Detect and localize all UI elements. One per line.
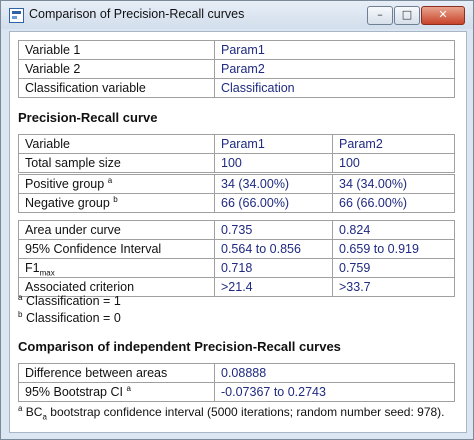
cell-value: 34 (34.00%) [214, 174, 333, 194]
cell-value: 66 (66.00%) [214, 193, 333, 213]
table-row: 95% Confidence Interval 0.564 to 0.856 0… [18, 239, 455, 259]
table-row: Positive group a 34 (34.00%) 34 (34.00%) [18, 174, 455, 194]
footnote-mark: a [18, 292, 23, 302]
window-title: Comparison of Precision-Recall curves [29, 7, 245, 21]
cell-value: 66 (66.00%) [332, 193, 455, 213]
row-label: 95% Confidence Interval [18, 239, 215, 259]
row-label: Positive group a [18, 174, 215, 194]
column-header: Variable [18, 134, 215, 154]
row-label: Difference between areas [18, 363, 215, 383]
table-row: Variable 1 Param1 [18, 40, 455, 60]
column-header: Param2 [332, 134, 455, 154]
footnote-text: Classification = 1 [25, 294, 121, 308]
table-row: 95% Bootstrap CI a -0.07367 to 0.2743 [18, 382, 455, 402]
row-value: Param2 [214, 59, 455, 79]
cell-value: >21.4 [214, 277, 333, 297]
report-panel[interactable]: Variable 1 Param1 Variable 2 Param2 Clas… [9, 31, 467, 433]
close-button[interactable]: ✕ [421, 6, 465, 25]
cell-value: 34 (34.00%) [332, 174, 455, 194]
minimize-button[interactable]: – [367, 6, 393, 25]
row-label: Negative group b [18, 193, 215, 213]
footnote-mark: a [18, 404, 23, 413]
maximize-icon: □ [401, 8, 413, 21]
section-heading: Comparison of independent Precision-Reca… [18, 339, 341, 354]
table-row: Associated criterion >21.4 >33.7 [18, 277, 455, 297]
close-icon: ✕ [438, 8, 448, 21]
title-bar[interactable]: Comparison of Precision-Recall curves – … [1, 1, 473, 29]
footnote: b Classification = 0 [18, 309, 121, 325]
footnote: a Classification = 1 [18, 292, 121, 308]
table-row: Negative group b 66 (66.00%) 66 (66.00%) [18, 193, 455, 213]
cell-value: 0.735 [214, 220, 333, 240]
label-text: Negative group [25, 196, 110, 210]
cell-value: 100 [214, 153, 333, 173]
table-row: F1max 0.718 0.759 [18, 258, 455, 278]
row-label: Classification variable [18, 78, 215, 98]
label-text: F1 [25, 261, 40, 275]
cell-value: 0.759 [332, 258, 455, 278]
footnote-mark: b [18, 309, 23, 319]
footnote-text: bootstrap confidence interval (5000 iter… [50, 405, 445, 419]
row-value: Param1 [214, 40, 455, 60]
footnote-mark: a [126, 383, 131, 393]
cell-value: -0.07367 to 0.2743 [214, 382, 455, 402]
row-label: F1max [18, 258, 215, 278]
row-label: Area under curve [18, 220, 215, 240]
footnote-mark: a [107, 175, 113, 185]
cell-value: 0.564 to 0.856 [214, 239, 333, 259]
label-text: Positive group [25, 177, 105, 191]
label-text: 95% Bootstrap CI [25, 385, 123, 399]
row-label: Variable 1 [18, 40, 215, 60]
pr-header-table: Variable Param1 Param2 Total sample size… [18, 134, 455, 173]
app-icon [9, 8, 24, 23]
table-row: Classification variable Classification [18, 78, 455, 98]
cell-value: 0.718 [214, 258, 333, 278]
maximize-button[interactable]: □ [394, 6, 420, 25]
row-label: Variable 2 [18, 59, 215, 79]
footnote: a BCa bootstrap confidence interval (500… [18, 404, 445, 422]
table-row: Area under curve 0.735 0.824 [18, 220, 455, 240]
subscript: a [42, 412, 47, 422]
table-row: Total sample size 100 100 [18, 153, 455, 173]
cell-value: >33.7 [332, 277, 455, 297]
cell-value: 0.08888 [214, 363, 455, 383]
table-row: Variable 2 Param2 [18, 59, 455, 79]
stats-table: Area under curve 0.735 0.824 95% Confide… [18, 220, 455, 297]
cell-value: 0.824 [332, 220, 455, 240]
bc-text: BC [25, 405, 43, 419]
column-header: Param1 [214, 134, 333, 154]
row-value: Classification [214, 78, 455, 98]
table-row: Difference between areas 0.08888 [18, 363, 455, 383]
minimize-icon: – [377, 8, 383, 21]
cell-value: 100 [332, 153, 455, 173]
section-heading: Precision-Recall curve [18, 110, 158, 125]
row-label: Associated criterion [18, 277, 215, 297]
groups-table: Positive group a 34 (34.00%) 34 (34.00%)… [18, 174, 455, 213]
footnote-mark: b [113, 194, 118, 204]
row-label: Total sample size [18, 153, 215, 173]
variables-table: Variable 1 Param1 Variable 2 Param2 Clas… [18, 40, 455, 98]
row-label: 95% Bootstrap CI a [18, 382, 215, 402]
footnote-text: Classification = 0 [25, 311, 121, 325]
cell-value: 0.659 to 0.919 [332, 239, 455, 259]
subscript: max [39, 268, 55, 278]
table-header-row: Variable Param1 Param2 [18, 134, 455, 154]
comparison-table: Difference between areas 0.08888 95% Boo… [18, 363, 455, 402]
